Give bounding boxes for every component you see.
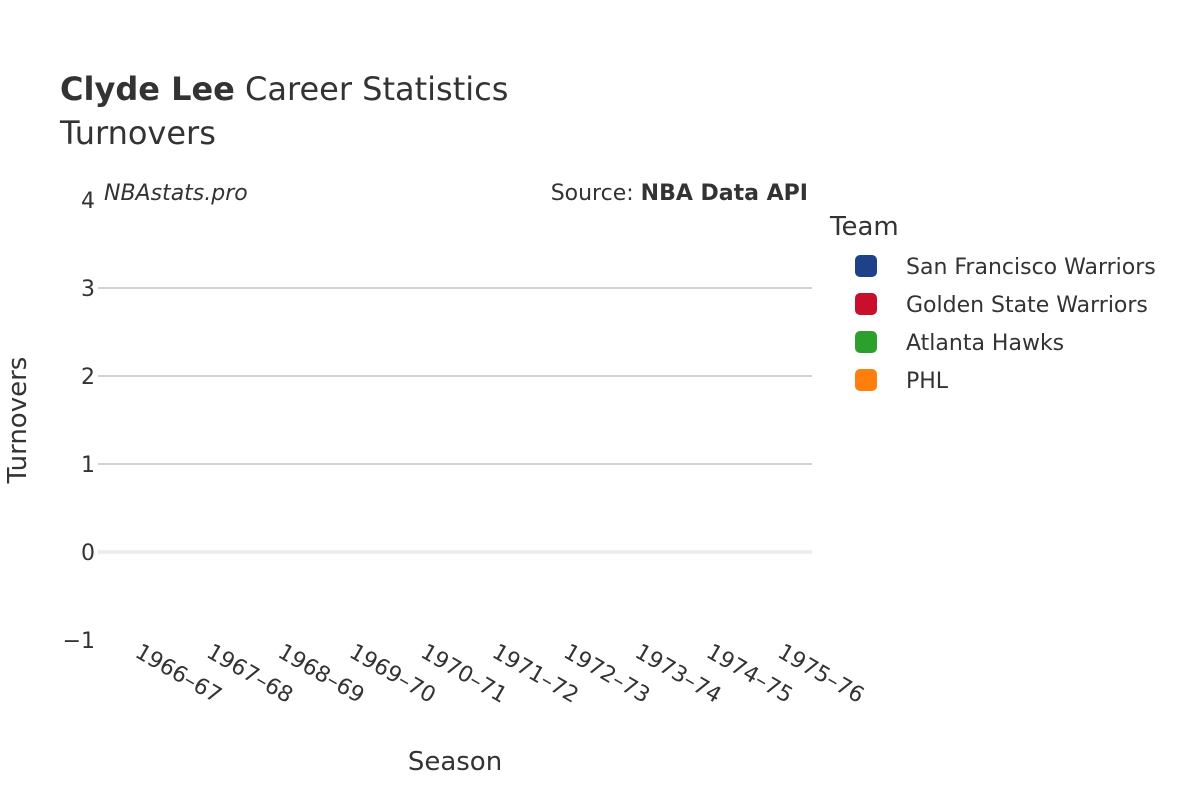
legend-item-label[interactable]: Atlanta Hawks xyxy=(906,331,1064,356)
y-tick-label: 1 xyxy=(81,453,95,478)
legend-swatch[interactable] xyxy=(855,293,877,315)
x-axis-title: Season xyxy=(408,747,502,777)
legend-title: Team xyxy=(829,212,899,242)
source-prefix: Source: xyxy=(551,181,641,206)
x-axis-ticks: 1966–671967–681968–691969–701970–711971–… xyxy=(131,640,868,709)
watermark-text: NBAstats.pro xyxy=(104,181,248,206)
y-tick-label: 3 xyxy=(81,277,95,302)
legend-item-label[interactable]: PHL xyxy=(906,369,949,394)
chart-title: Clyde Lee Career Statistics xyxy=(60,70,508,108)
title-rest: Career Statistics xyxy=(245,70,508,108)
legend-swatch[interactable] xyxy=(855,331,877,353)
y-tick-label: 4 xyxy=(81,189,95,214)
legend-swatch[interactable] xyxy=(855,255,877,277)
gridlines xyxy=(98,287,812,554)
y-axis-ticks: −1 0 1 2 3 4 xyxy=(63,189,95,654)
legend-item-label[interactable]: San Francisco Warriors xyxy=(906,255,1156,280)
y-tick-label: 2 xyxy=(81,365,95,390)
y-tick-label: −1 xyxy=(63,629,95,654)
chart-subtitle: Turnovers xyxy=(59,114,216,152)
y-axis-title: Turnovers xyxy=(3,357,33,485)
source-annotation: Source: NBA Data API xyxy=(551,181,808,206)
y-tick-label: 0 xyxy=(81,541,95,566)
title-player: Clyde Lee xyxy=(60,70,235,108)
legend: San Francisco Warriors Golden State Warri… xyxy=(855,255,1156,394)
legend-swatch[interactable] xyxy=(855,369,877,391)
legend-item-label[interactable]: Golden State Warriors xyxy=(906,293,1148,318)
source-name: NBA Data API xyxy=(641,181,808,206)
